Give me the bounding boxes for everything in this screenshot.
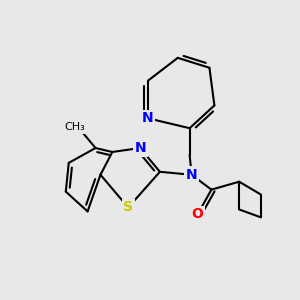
Text: N: N <box>186 168 197 182</box>
Text: N: N <box>134 141 146 155</box>
Text: S: S <box>123 200 133 214</box>
Text: O: O <box>192 207 203 221</box>
Text: N: N <box>142 111 154 125</box>
Text: CH₃: CH₃ <box>64 122 85 132</box>
